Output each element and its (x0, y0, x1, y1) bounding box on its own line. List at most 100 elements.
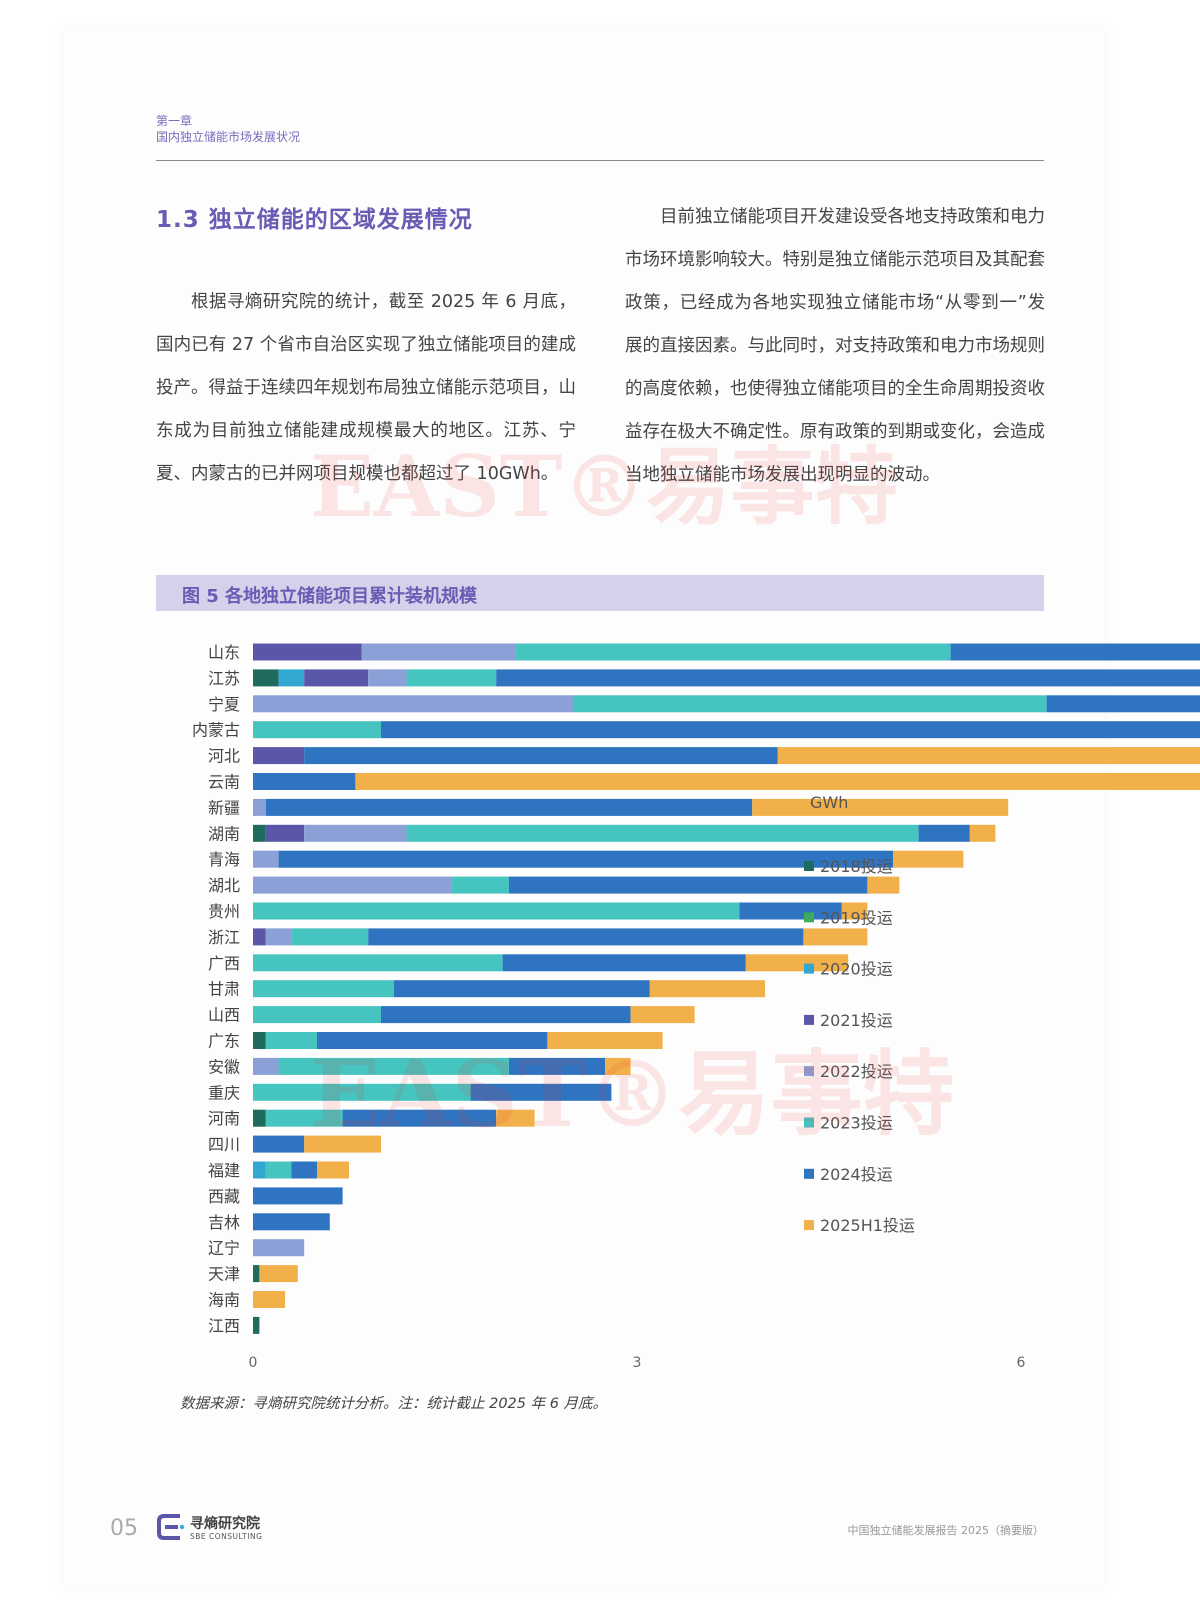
bar-segment (368, 669, 407, 687)
bar-segment (950, 643, 1200, 661)
paragraph-left: 根据寻熵研究院的统计，截至 2025 年 6 月底，国内已有 27 个省市自治区… (156, 292, 576, 484)
bar-segment (969, 824, 996, 842)
legend-swatch (804, 912, 814, 923)
category-label: 广东 (208, 1032, 240, 1051)
category-label: 江西 (208, 1316, 240, 1335)
legend-swatch (804, 861, 814, 871)
header-divider (156, 160, 1044, 161)
x-tick-label: 3 (633, 1355, 642, 1371)
chapter-header: 第一章 国内独立储能市场发展状况 (156, 113, 300, 145)
legend-swatch (804, 1117, 814, 1128)
bar-segment (867, 876, 900, 894)
category-label: 浙江 (208, 928, 240, 947)
bar-segment (739, 902, 842, 920)
legend-swatch (804, 963, 814, 974)
bar-segment (259, 1265, 298, 1283)
bar-segment (265, 824, 305, 842)
bar-segment (630, 1006, 695, 1024)
bar-segment (253, 721, 381, 739)
category-label: 青海 (208, 850, 240, 869)
x-tick-label: 0 (249, 1355, 258, 1371)
bar-segment (470, 1083, 612, 1101)
bar-segment (278, 1057, 509, 1075)
legend-swatch (804, 1066, 814, 1077)
category-label: 辽宁 (208, 1239, 240, 1258)
category-label: 西藏 (208, 1187, 240, 1206)
bar-segment (253, 1161, 266, 1179)
legend-label: 2024投运 (820, 1165, 893, 1184)
bar-segment (253, 1239, 305, 1257)
bar-segment (253, 773, 356, 790)
chapter-title: 国内独立储能市场发展状况 (156, 130, 301, 144)
bar-segment (253, 902, 740, 920)
paragraph-right: 目前独立储能项目开发建设受各地支持政策和电力市场环境影响较大。特别是独立储能示范… (625, 207, 1045, 485)
category-label: 内蒙古 (192, 721, 240, 740)
category-label: 河南 (208, 1109, 240, 1128)
bar-segment (752, 798, 1009, 816)
bar-segment (304, 1135, 381, 1153)
bar-segment (502, 954, 746, 972)
bar-segment (253, 1135, 305, 1153)
legend-label: 2021投运 (820, 1011, 893, 1030)
bar-segment (253, 1316, 260, 1334)
bar-segment (355, 773, 1200, 790)
category-label: 海南 (208, 1291, 240, 1310)
category-label: 河北 (208, 747, 240, 766)
bar-segment (381, 721, 1200, 739)
bar-segment (253, 1265, 260, 1283)
category-label: 甘肃 (208, 980, 240, 999)
legend-label: 2025H1投运 (820, 1216, 915, 1235)
bar-segment (605, 1057, 631, 1075)
bar-segment (649, 980, 765, 998)
bar-segment (265, 1109, 343, 1127)
bar-segment (393, 980, 650, 998)
bar-segment (317, 1161, 349, 1179)
bar-segment (496, 1109, 535, 1127)
bar-segment (317, 1032, 548, 1049)
bar-segment (381, 1006, 631, 1024)
x-tick-label: 6 (1017, 1355, 1026, 1371)
legend-label: 2020投运 (820, 960, 893, 979)
bar-segment (342, 1109, 497, 1127)
bar-segment (304, 747, 778, 765)
bar-segment (745, 954, 849, 972)
bar-segment (253, 1213, 330, 1231)
bar-segment (291, 928, 369, 946)
legend-label: 2018投运 (820, 857, 893, 876)
chapter-label: 第一章 (156, 114, 193, 128)
bar-segment (265, 1161, 292, 1179)
bar-segment (803, 928, 868, 946)
bar-segment (1046, 695, 1200, 713)
bar-segment (304, 824, 407, 842)
figure-title-bar: 图 5 各地独立储能项目累计装机规模 (156, 575, 1044, 611)
bar-segment (265, 928, 292, 946)
bar-segment (509, 1057, 605, 1075)
category-label: 吉林 (208, 1213, 240, 1232)
legend-swatch (804, 1168, 814, 1179)
bar-segment (253, 643, 362, 661)
bar-segment (893, 850, 964, 868)
bar-segment (451, 876, 509, 894)
bar-segment (253, 954, 503, 972)
bar-segment (253, 1291, 285, 1308)
category-label: 四川 (208, 1135, 240, 1154)
bar-segment (406, 669, 497, 687)
category-label: 重庆 (208, 1083, 240, 1102)
bar-segment (515, 643, 951, 661)
bar-segment (253, 1057, 279, 1075)
bar-segment (253, 876, 452, 894)
legend-swatch (804, 1014, 814, 1025)
bar-segment (265, 798, 753, 816)
category-label: 安徽 (208, 1057, 240, 1076)
legend-swatch (804, 1220, 814, 1231)
bar-segment (253, 669, 279, 687)
bar-segment (253, 747, 305, 765)
logo-name-cn: 寻熵研究院 (190, 1516, 260, 1532)
category-label: 天津 (208, 1265, 240, 1284)
category-label: 云南 (208, 773, 240, 792)
bar-segment (253, 850, 279, 868)
legend-label: 2019投运 (820, 908, 893, 927)
bar-segment (547, 1032, 663, 1049)
category-label: 贵州 (208, 902, 240, 921)
